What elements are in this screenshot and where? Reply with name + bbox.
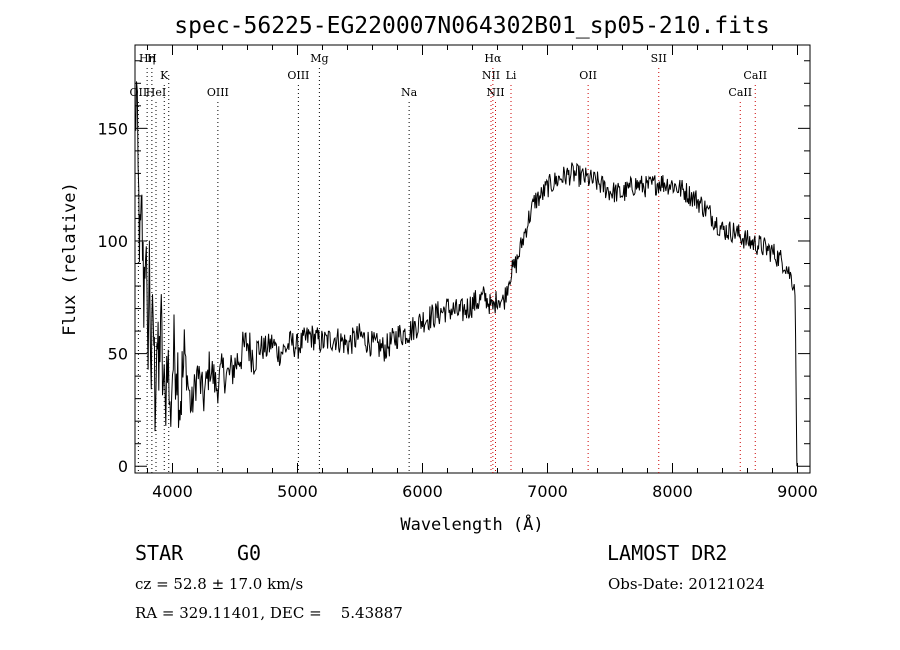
- line-marker-label: Mg: [310, 52, 328, 65]
- survey-name: LAMOST DR2: [607, 541, 728, 565]
- y-tick-label: 150: [97, 119, 128, 138]
- line-marker-label: SII: [651, 52, 667, 65]
- x-tick-label: 8000: [652, 482, 693, 501]
- object-class: STAR: [135, 541, 184, 565]
- y-tick-label: 100: [97, 232, 128, 251]
- line-marker-label: NII: [482, 69, 500, 82]
- line-marker-label: K: [160, 69, 169, 82]
- y-axis-label: Flux (relative): [60, 182, 80, 336]
- line-marker-label: HeI: [146, 86, 166, 99]
- x-axis-label: Wavelength (Å): [400, 513, 543, 535]
- coordinates-text: RA = 329.11401, DEC = 5.43887: [135, 604, 403, 622]
- line-marker-label: H: [147, 52, 157, 65]
- object-subclass: G0: [237, 541, 262, 565]
- chart-title: spec-56225-EG220007N064302B01_sp05-210.f…: [174, 13, 769, 39]
- line-marker-label: OIII: [287, 69, 309, 82]
- spectrum-series-line: [134, 81, 798, 467]
- line-marker-label: Hη: [139, 52, 155, 65]
- line-marker-label: OII: [130, 86, 148, 99]
- redshift-text: cz = 52.8 ± 17.0 km/s: [135, 575, 304, 593]
- line-marker-label: OIII: [207, 86, 229, 99]
- x-tick-label: 9000: [777, 482, 818, 501]
- x-tick-label: 5000: [277, 482, 318, 501]
- y-tick-label: 50: [108, 345, 128, 364]
- line-marker-label: NII: [486, 86, 504, 99]
- plot-frame: [134, 44, 811, 474]
- line-marker-label: CaII: [743, 69, 767, 82]
- line-marker-label: Li: [506, 69, 517, 82]
- x-tick-label: 7000: [527, 482, 568, 501]
- line-marker-label: Hα: [484, 52, 502, 65]
- x-tick-label: 4000: [152, 482, 193, 501]
- obs-date-text: Obs-Date: 20121024: [608, 575, 765, 593]
- line-marker-label: CaII: [728, 86, 752, 99]
- axis-ticks: [135, 45, 810, 473]
- x-tick-label: 6000: [402, 482, 443, 501]
- line-marker-label: Na: [401, 86, 418, 99]
- line-marker-label: OII: [579, 69, 597, 82]
- y-tick-label: 0: [118, 457, 128, 476]
- axis-tick-labels: 4000 5000 6000 7000 8000 9000 0 50 100 150: [97, 119, 817, 501]
